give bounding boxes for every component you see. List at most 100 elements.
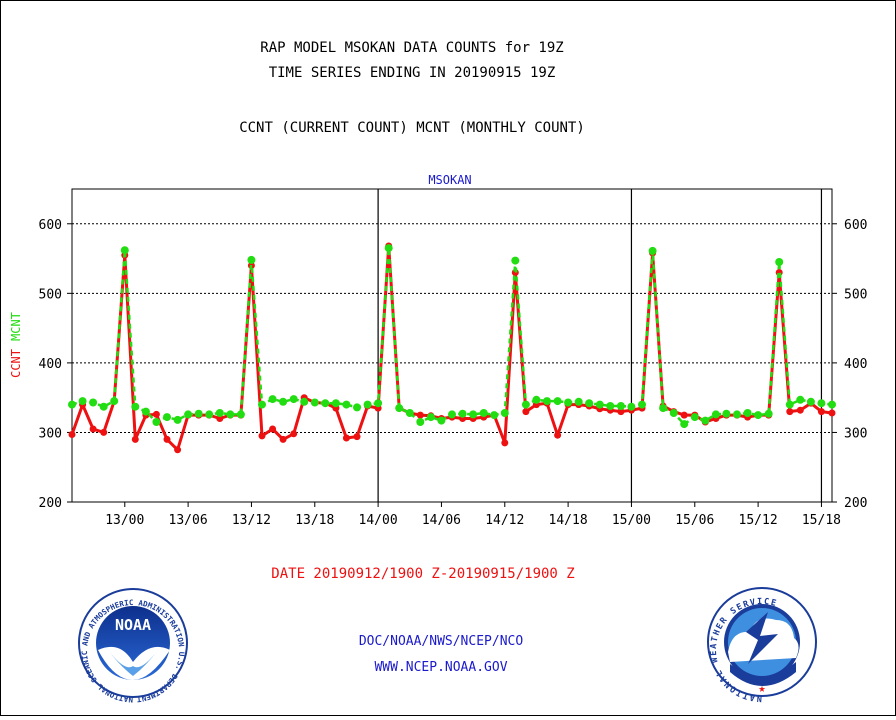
y-ticks-left: 200 300 400 500 600 (39, 218, 72, 511)
x-ticks: 13/00 13/06 13/12 13/18 14/00 14/06 14/12 14/18… (105, 502, 841, 528)
point-mcnt-27 (353, 403, 361, 412)
point-mcnt-65 (754, 411, 763, 420)
point-mcnt-3 (99, 402, 108, 411)
point-mcnt-4 (110, 397, 119, 406)
point-ccnt-46 (554, 431, 562, 439)
point-mcnt-1 (78, 397, 87, 406)
point-mcnt-48 (574, 397, 583, 406)
point-mcnt-9 (163, 413, 171, 422)
point-mcnt-43 (521, 400, 530, 409)
point-mcnt-46 (553, 397, 562, 406)
nws-star-icon: ★ (758, 681, 765, 695)
point-mcnt-59 (690, 413, 699, 422)
point-mcnt-39 (479, 409, 488, 417)
point-ccnt-0 (68, 431, 76, 438)
day-separators (377, 189, 823, 502)
point-ccnt-21 (290, 430, 298, 438)
point-mcnt-34 (426, 413, 435, 422)
x-tick-label-11: 15/18 (802, 513, 841, 528)
footer-url: WWW.NCEP.NOAA.GOV (374, 660, 507, 675)
point-ccnt-33 (416, 411, 424, 419)
point-mcnt-50 (595, 400, 604, 409)
point-mcnt-10 (173, 415, 182, 424)
point-ccnt-69 (796, 406, 804, 414)
point-ccnt-72 (828, 409, 836, 417)
series-layer (68, 242, 836, 454)
point-mcnt-70 (806, 397, 815, 406)
y-tick-label-left-200: 200 (39, 496, 62, 511)
point-mcnt-67 (775, 258, 784, 266)
point-mcnt-15 (226, 410, 235, 419)
subtitle: CCNT (CURRENT COUNT) MCNT (MONTHLY COUNT… (239, 120, 585, 136)
point-ccnt-41 (501, 439, 509, 447)
x-tick-label-9: 15/06 (675, 513, 714, 528)
point-ccnt-9 (163, 435, 171, 443)
point-mcnt-6 (131, 402, 140, 411)
y-label-mcnt: MCNT (9, 312, 23, 341)
point-mcnt-22 (300, 397, 309, 406)
y-tick-label-left-300: 300 (39, 426, 62, 441)
footer-org: DOC/NOAA/NWS/NCEP/NCO (359, 634, 524, 649)
point-mcnt-45 (543, 397, 551, 406)
point-mcnt-68 (785, 400, 794, 409)
point-ccnt-68 (786, 408, 794, 416)
point-mcnt-13 (205, 410, 214, 419)
point-mcnt-7 (141, 407, 150, 416)
point-ccnt-2 (89, 425, 97, 433)
point-mcnt-2 (89, 398, 98, 407)
point-mcnt-51 (606, 402, 615, 410)
point-mcnt-17 (247, 255, 256, 264)
point-mcnt-35 (437, 416, 446, 425)
point-mcnt-63 (733, 410, 741, 419)
title-line-2: TIME SERIES ENDING IN 20190915 19Z (269, 65, 556, 81)
point-mcnt-18 (258, 400, 266, 409)
point-mcnt-71 (817, 399, 826, 408)
point-mcnt-62 (722, 409, 731, 418)
y-tick-label-right-400: 400 (844, 357, 867, 372)
point-mcnt-21 (289, 395, 298, 404)
point-mcnt-8 (152, 418, 161, 426)
point-mcnt-37 (458, 409, 467, 418)
x-tick-label-4: 14/00 (359, 513, 398, 528)
y-axis-label: CCNT MCNT (9, 312, 23, 378)
x-tick-label-5: 14/06 (422, 513, 461, 528)
y-tick-label-right-500: 500 (844, 287, 867, 302)
point-ccnt-3 (100, 428, 108, 436)
point-ccnt-18 (258, 432, 266, 440)
point-mcnt-55 (648, 246, 657, 255)
point-ccnt-43 (522, 408, 530, 416)
y-tick-label-left-500: 500 (39, 287, 62, 302)
point-ccnt-19 (269, 425, 277, 433)
point-mcnt-41 (500, 409, 509, 417)
y-tick-label-right-600: 600 (844, 218, 867, 233)
point-ccnt-14 (216, 415, 224, 422)
panel-title: MSOKAN (428, 173, 471, 187)
x-tick-label-3: 13/18 (295, 513, 334, 528)
point-mcnt-52 (616, 402, 625, 410)
point-mcnt-64 (743, 409, 752, 417)
point-mcnt-23 (310, 398, 319, 407)
point-mcnt-66 (764, 409, 773, 418)
point-mcnt-36 (448, 410, 456, 419)
point-mcnt-12 (194, 409, 203, 418)
y-tick-label-right-200: 200 (844, 496, 867, 511)
point-mcnt-16 (236, 410, 245, 419)
point-ccnt-58 (680, 411, 688, 419)
point-mcnt-58 (680, 420, 689, 429)
point-mcnt-33 (416, 418, 425, 426)
point-mcnt-38 (469, 410, 478, 419)
y-label-ccnt: CCNT (9, 349, 23, 378)
point-mcnt-14 (215, 409, 224, 417)
point-mcnt-47 (564, 398, 573, 407)
x-tick-label-7: 14/18 (549, 513, 588, 528)
point-mcnt-26 (342, 400, 351, 409)
point-mcnt-31 (395, 404, 404, 413)
point-mcnt-29 (374, 399, 383, 408)
point-ccnt-20 (279, 435, 287, 443)
point-mcnt-61 (711, 410, 720, 419)
series-mcnt (68, 244, 836, 429)
point-ccnt-71 (817, 408, 825, 416)
point-ccnt-52 (617, 408, 625, 416)
